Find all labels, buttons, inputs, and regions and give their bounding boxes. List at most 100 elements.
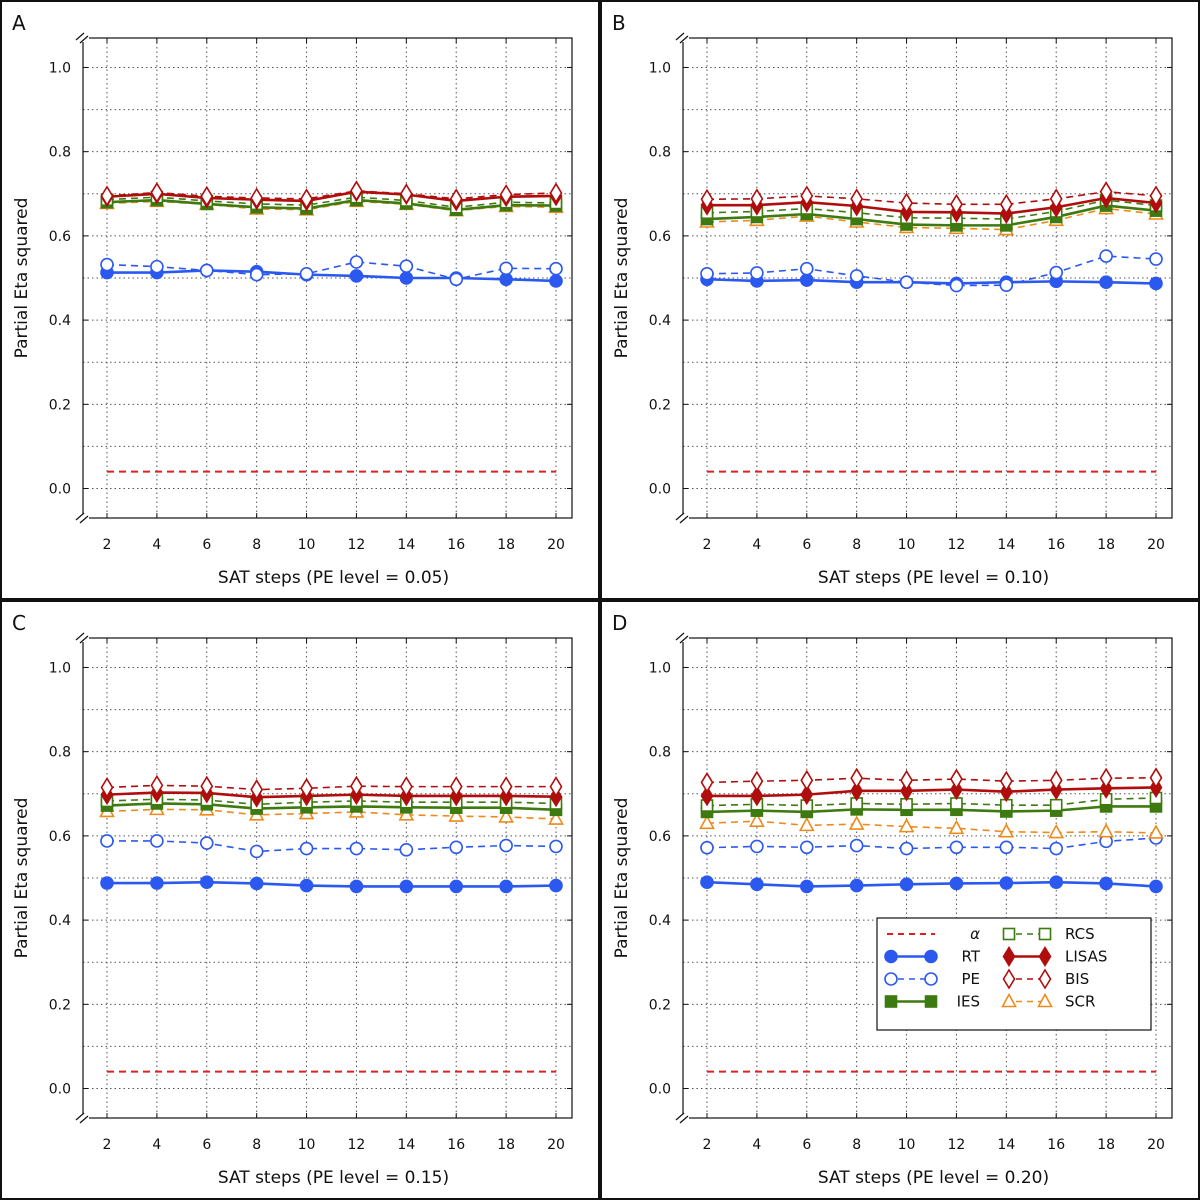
x-tick-label: 12 (348, 1137, 366, 1153)
series-line-scr (106, 808, 557, 820)
y-axis-label: Partial Eta squared (612, 798, 632, 959)
data-point-rt (549, 274, 563, 288)
x-tick-label: 12 (948, 1137, 966, 1153)
series-line-rt (706, 880, 1157, 888)
axis-break-mark (675, 512, 685, 521)
x-tick-label: 2 (103, 1137, 112, 1153)
x-tick-label: 14 (997, 1137, 1015, 1153)
data-point-rt (349, 269, 364, 283)
data-point-rt (399, 271, 414, 285)
y-tick-label: 0.8 (49, 145, 71, 161)
plot-frame (682, 37, 1173, 519)
legend-marker-scr (1037, 992, 1053, 1008)
data-point-bis (100, 185, 114, 207)
data-point-bis (499, 184, 513, 206)
data-point-scr (548, 810, 564, 825)
data-point-bis (300, 188, 313, 210)
data-point-pe (549, 839, 563, 854)
y-tick-label: 0.4 (49, 313, 71, 329)
legend-item-pe: PE (884, 970, 980, 988)
x-tick-label: 16 (1047, 537, 1065, 553)
x-tick-label: 8 (852, 1137, 861, 1153)
axis-break-mark (675, 1112, 685, 1121)
data-point-pe (700, 266, 714, 281)
y-tick-label: 1.0 (649, 660, 671, 676)
x-tick-label: 8 (252, 1137, 261, 1153)
y-tick-label: 0.2 (49, 997, 71, 1013)
series-line-rcs (706, 199, 1157, 220)
panel-border (0, 0, 600, 600)
legend-marker-rt (924, 949, 938, 964)
panel-a: A 0.0 0.2 0.4 0.6 0.8 1.0 2 4 6 8 10 12 14 16 18 20 SAT s… (0, 0, 600, 600)
series-pe (700, 831, 1163, 856)
x-tick-label: 8 (852, 537, 861, 553)
data-point-pe (899, 275, 914, 290)
axis-break-mark (79, 515, 89, 524)
y-tick-label: 0.6 (49, 229, 71, 245)
data-point-pe (100, 257, 114, 272)
data-point-bis (700, 771, 714, 793)
y-tick-label: 0.4 (49, 913, 71, 929)
data-point-pe (1049, 841, 1064, 856)
data-point-scr (848, 815, 865, 830)
x-tick-label: 10 (898, 537, 916, 553)
x-axis-label: SAT steps (PE level = 0.20) (818, 1168, 1049, 1188)
y-axis-label: Partial Eta squared (12, 198, 32, 359)
data-point-pe (199, 836, 214, 850)
legend-label-bis: BIS (1065, 970, 1089, 988)
series-line-ies (106, 802, 557, 812)
data-point-lisas (850, 780, 864, 802)
series-bis (100, 774, 563, 801)
series-line-bis (106, 784, 556, 791)
data-point-bis (999, 193, 1013, 215)
data-point-rt (1099, 275, 1113, 290)
data-point-scr (699, 814, 715, 830)
series-line-scr (706, 820, 1157, 834)
data-point-lisas (700, 785, 714, 807)
y-tick-label: 0.2 (49, 397, 71, 413)
legend-marker-lisas (1002, 945, 1016, 968)
data-point-rt (299, 878, 314, 893)
legend-label-pe: PE (961, 970, 980, 988)
data-point-bis (350, 180, 363, 202)
data-point-bis (800, 185, 814, 207)
panel-border (600, 0, 1200, 600)
data-point-rt (1099, 876, 1113, 891)
panel-border (600, 600, 1200, 1200)
axis-break-mask (677, 1114, 689, 1122)
panel-letter: B (612, 11, 626, 35)
plot-frame (82, 637, 573, 1119)
plot-frame (82, 37, 573, 519)
data-point-pe (449, 840, 464, 855)
data-point-pe (949, 840, 964, 855)
legend-item-rcs: RCS (1002, 925, 1095, 943)
legend-marker-rt (884, 949, 898, 964)
panel-d: D 0.0 0.2 0.4 0.6 0.8 1.0 2 4 6 8 10 12 14 16 18 20 SAT s… (600, 600, 1200, 1200)
axis-break-mask (677, 634, 689, 642)
x-tick-label: 20 (547, 537, 565, 553)
y-tick-label: 1.0 (49, 660, 71, 676)
legend-item-rt: RT (884, 948, 981, 966)
series-bis (100, 180, 563, 210)
axis-break-mark (679, 635, 689, 644)
legend-label-rt: RT (962, 948, 981, 966)
series-line-scr (706, 207, 1157, 231)
data-point-rt (399, 879, 414, 894)
data-point-pe (499, 261, 513, 276)
legend-marker-pe (924, 972, 938, 986)
data-point-bis (900, 192, 913, 214)
data-point-bis (150, 774, 164, 796)
data-point-rcs (1049, 798, 1063, 812)
data-point-bis (850, 188, 864, 210)
data-point-bis (250, 187, 264, 209)
data-point-rt (949, 876, 964, 891)
legend-label-rcs: RCS (1065, 925, 1095, 943)
x-tick-label: 18 (497, 537, 515, 553)
data-point-bis (750, 770, 764, 792)
axis-break-mark (679, 1115, 689, 1124)
data-point-pe (1099, 249, 1113, 263)
data-point-bis (1099, 181, 1113, 203)
data-point-bis (300, 777, 313, 799)
data-point-scr (998, 823, 1015, 838)
